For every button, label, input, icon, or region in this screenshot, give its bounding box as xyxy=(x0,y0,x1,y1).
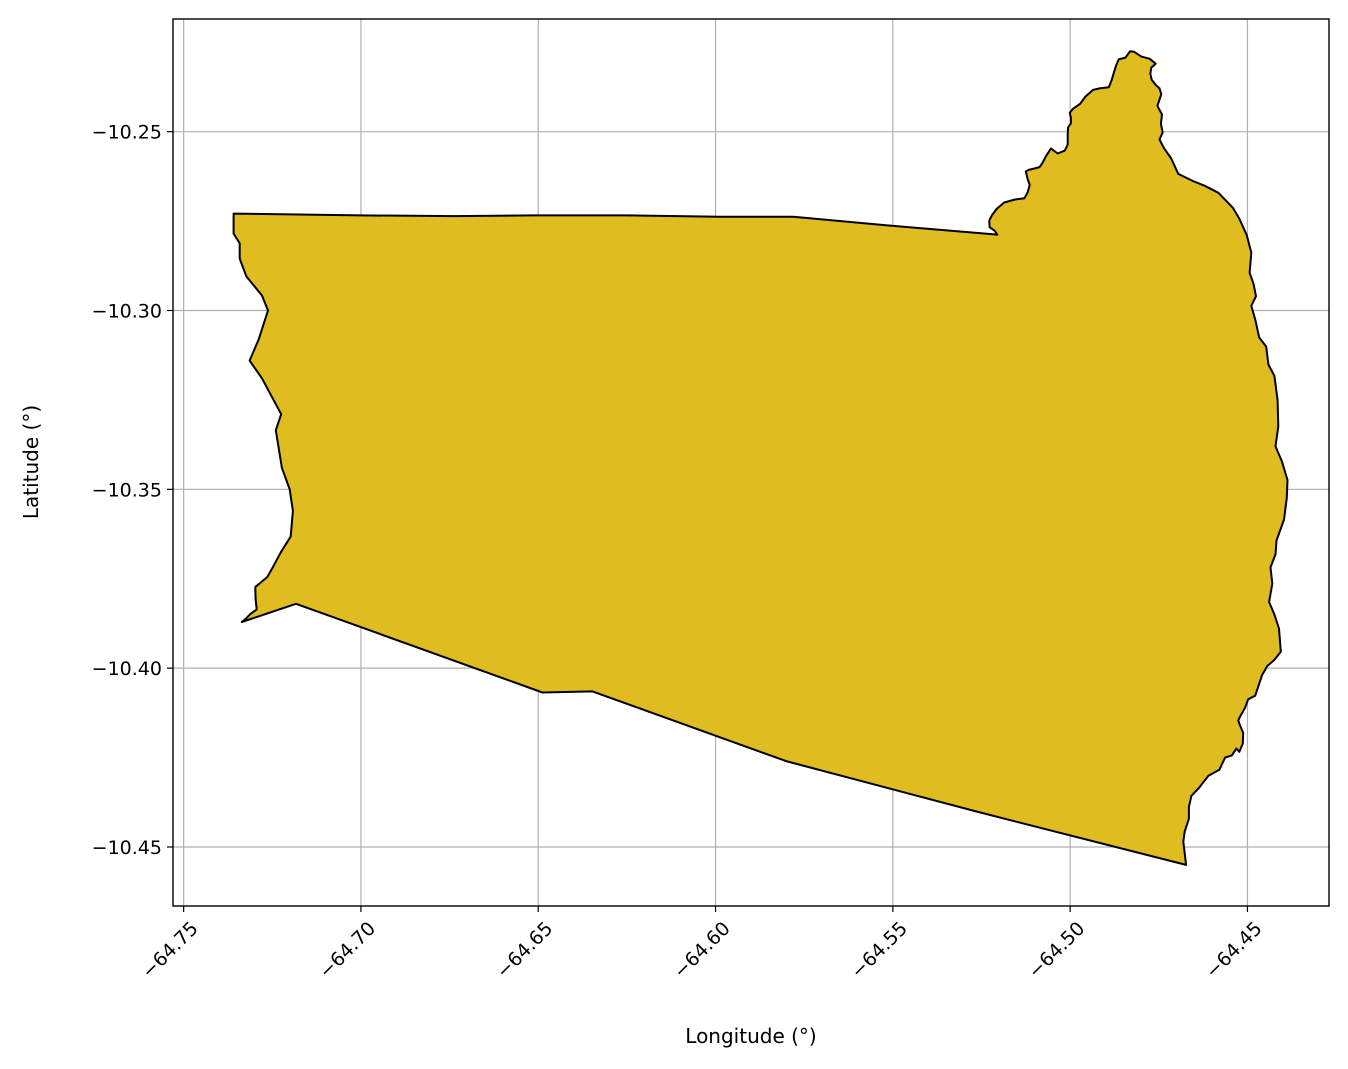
map-regions xyxy=(232,50,1289,866)
y-tick-label: −10.30 xyxy=(92,300,162,322)
x-axis-title: Longitude (°) xyxy=(685,1024,816,1048)
y-tick-label: −10.35 xyxy=(92,479,162,501)
region-polygon xyxy=(232,50,1289,866)
y-tick-label: −10.25 xyxy=(92,122,162,144)
y-axis-title: Latitude (°) xyxy=(19,405,43,519)
y-tick-label: −10.40 xyxy=(92,658,162,680)
y-tick-label: −10.45 xyxy=(92,837,162,859)
plot-frame xyxy=(172,18,1330,907)
